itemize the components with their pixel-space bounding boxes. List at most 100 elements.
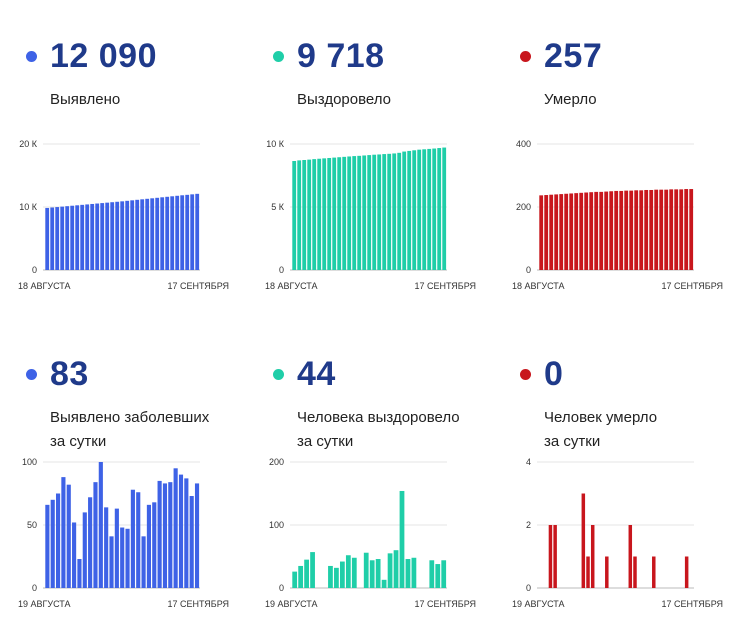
- bar: [362, 155, 367, 270]
- legend-dot: [273, 369, 284, 380]
- y-tick-label: 2: [526, 520, 531, 530]
- bar-chart: 0 10 К 20 К 18 АВГУСТА 17 СЕНТЯБРЯ: [18, 139, 229, 291]
- bar: [352, 156, 357, 270]
- bar: [61, 477, 66, 588]
- bar: [684, 189, 689, 270]
- bar: [634, 190, 639, 270]
- y-tick-label: 0: [526, 583, 531, 593]
- y-tick-label: 4: [526, 457, 531, 467]
- bar: [574, 193, 579, 270]
- stat-label: за сутки: [297, 433, 354, 450]
- bar: [302, 160, 307, 270]
- stat-value: 0: [544, 355, 564, 393]
- y-tick-label: 0: [279, 583, 284, 593]
- bar: [381, 579, 387, 588]
- stat-label: Выявлено заболевших: [50, 409, 210, 426]
- bar: [614, 190, 619, 270]
- y-tick-label: 10 К: [19, 202, 38, 212]
- bar: [417, 149, 422, 270]
- bar: [659, 189, 664, 270]
- bar: [45, 207, 50, 270]
- y-tick-label: 200: [269, 457, 284, 467]
- bar: [72, 522, 77, 588]
- bar: [649, 189, 654, 270]
- bar: [347, 156, 352, 270]
- stat-value: 257: [544, 37, 603, 75]
- bar: [586, 556, 590, 588]
- bar: [136, 492, 141, 588]
- bar: [422, 149, 427, 270]
- bar: [337, 157, 342, 270]
- bar: [372, 154, 377, 270]
- stat-value: 83: [50, 355, 89, 393]
- stat-panel-c2: 9 718 Выздоровело 0 5 К 10 К 18 АВГУСТА 17 СЕН…: [247, 0, 487, 310]
- bar-chart: 0 5 К 10 К 18 АВГУСТА 17 СЕНТЯБРЯ: [265, 139, 476, 291]
- x-start-label: 18 АВГУСТА: [265, 281, 318, 291]
- bar: [60, 206, 65, 270]
- stat-value: 12 090: [50, 37, 157, 75]
- bar: [639, 190, 644, 270]
- bar: [367, 155, 372, 270]
- bar: [95, 203, 100, 270]
- bar: [66, 484, 71, 588]
- y-tick-label: 10 К: [266, 139, 285, 149]
- bar: [310, 552, 315, 588]
- bar: [590, 525, 595, 588]
- bar: [120, 527, 125, 588]
- legend-dot: [520, 51, 531, 62]
- bar: [120, 201, 125, 270]
- bar: [109, 536, 114, 588]
- bar: [297, 160, 302, 270]
- x-end-label: 17 СЕНТЯБРЯ: [661, 281, 723, 291]
- bar: [441, 560, 447, 588]
- bar: [130, 200, 135, 270]
- bar: [375, 559, 381, 588]
- bar: [150, 198, 155, 270]
- bar: [157, 480, 162, 588]
- bar: [77, 559, 82, 588]
- bar: [82, 512, 87, 588]
- y-tick-label: 0: [526, 265, 531, 275]
- bar: [45, 504, 50, 588]
- bar: [405, 559, 411, 588]
- bar: [292, 571, 298, 588]
- legend-dot: [273, 51, 284, 62]
- bar: [644, 189, 649, 270]
- bar: [411, 557, 417, 588]
- bar: [110, 202, 115, 270]
- bar: [98, 462, 103, 588]
- bar: [70, 205, 75, 270]
- bar: [80, 204, 85, 270]
- bar: [165, 196, 170, 270]
- bar-chart: 0 100 200 19 АВГУСТА 17 СЕНТЯБРЯ: [265, 457, 476, 609]
- x-end-label: 17 СЕНТЯБРЯ: [167, 599, 229, 609]
- bar: [327, 157, 332, 270]
- bar: [125, 200, 130, 270]
- stat-value: 44: [297, 355, 336, 393]
- bar: [50, 499, 55, 588]
- bar: [684, 556, 689, 588]
- bar: [387, 553, 393, 588]
- x-end-label: 17 СЕНТЯБРЯ: [661, 599, 723, 609]
- bar: [674, 189, 679, 270]
- bar: [55, 493, 61, 588]
- bar: [184, 478, 189, 588]
- bar: [654, 189, 659, 270]
- bar: [569, 193, 574, 270]
- stat-panel-c6: 0 Человек умерло за сутки 0 2 4 19 АВГУСТА 17 С…: [494, 318, 734, 628]
- y-tick-label: 20 К: [19, 139, 38, 149]
- bar: [180, 195, 185, 270]
- bar: [160, 197, 165, 270]
- bar: [628, 525, 633, 588]
- bar: [599, 191, 604, 270]
- x-start-label: 19 АВГУСТА: [265, 599, 318, 609]
- y-tick-label: 0: [32, 265, 37, 275]
- bar: [342, 156, 347, 270]
- bar: [442, 147, 447, 270]
- bar: [689, 189, 694, 270]
- bar: [155, 197, 160, 270]
- bar: [553, 525, 557, 588]
- bar: [55, 207, 60, 270]
- bar: [581, 493, 586, 588]
- bar: [624, 190, 629, 270]
